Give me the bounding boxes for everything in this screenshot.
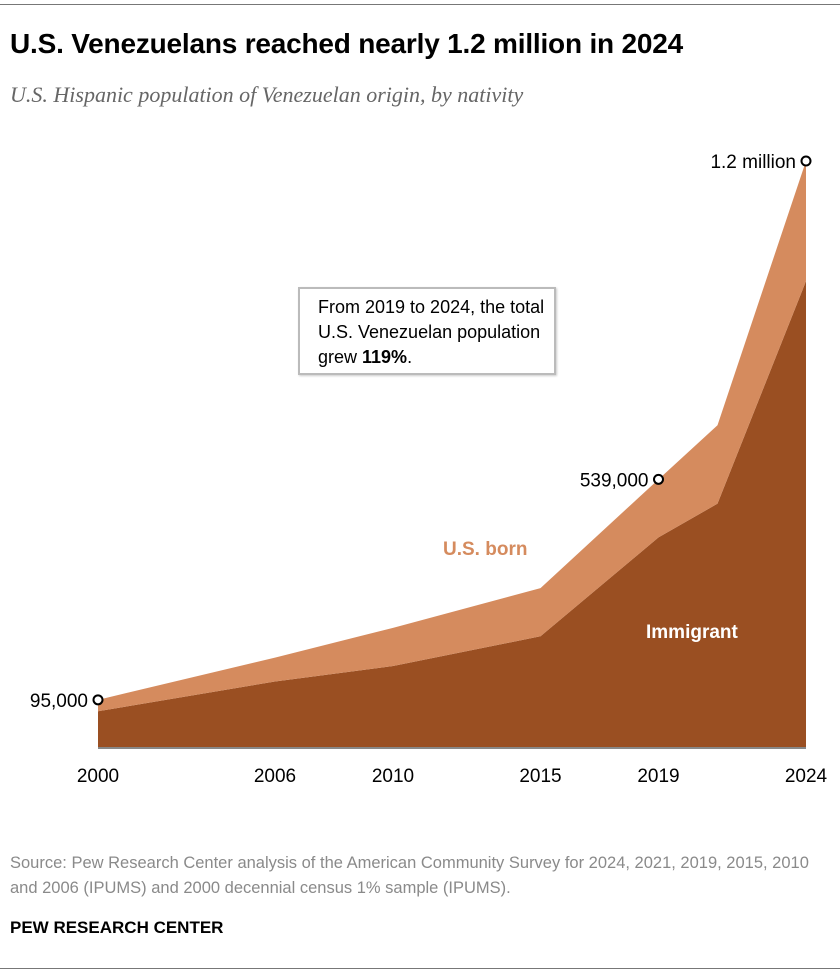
data-point-label: 539,000 (580, 470, 649, 491)
data-point-label: 95,000 (30, 691, 88, 712)
annotation-box: From 2019 to 2024, the total U.S. Venezu… (298, 287, 556, 375)
area-chart: U.S. born Immigrant 2000 2006 2010 2015 2019 20… (30, 152, 828, 787)
top-rule (0, 4, 840, 5)
x-tick-label: 2015 (519, 766, 561, 787)
annotation-text: From 2019 to 2024, the total U.S. Venezu… (318, 297, 545, 367)
data-point-label: 1.2 million (710, 152, 796, 173)
data-point-marker (92, 694, 104, 706)
x-tick-label: 2019 (637, 766, 679, 787)
x-tick-label: 2024 (785, 766, 828, 787)
area-immigrant (98, 281, 806, 747)
series-label-immigrant: Immigrant (646, 622, 739, 643)
bottom-rule (0, 968, 840, 969)
x-tick-label: 2006 (254, 766, 296, 787)
data-point-marker (800, 155, 812, 167)
series-label-us-born: U.S. born (443, 539, 527, 560)
data-point-marker (653, 473, 664, 485)
chart-subtitle: U.S. Hispanic population of Venezuelan o… (10, 82, 524, 107)
x-tick-label: 2010 (372, 766, 414, 787)
source-note: Source: Pew Research Center analysis of … (10, 854, 809, 897)
chart-title: U.S. Venezuelans reached nearly 1.2 mill… (10, 28, 683, 59)
annotation-end: . (407, 347, 413, 367)
brand-logo-text: PEW RESEARCH CENTER (10, 918, 224, 937)
x-tick-label: 2000 (77, 766, 119, 787)
annotation-bold: 119% (362, 347, 408, 367)
